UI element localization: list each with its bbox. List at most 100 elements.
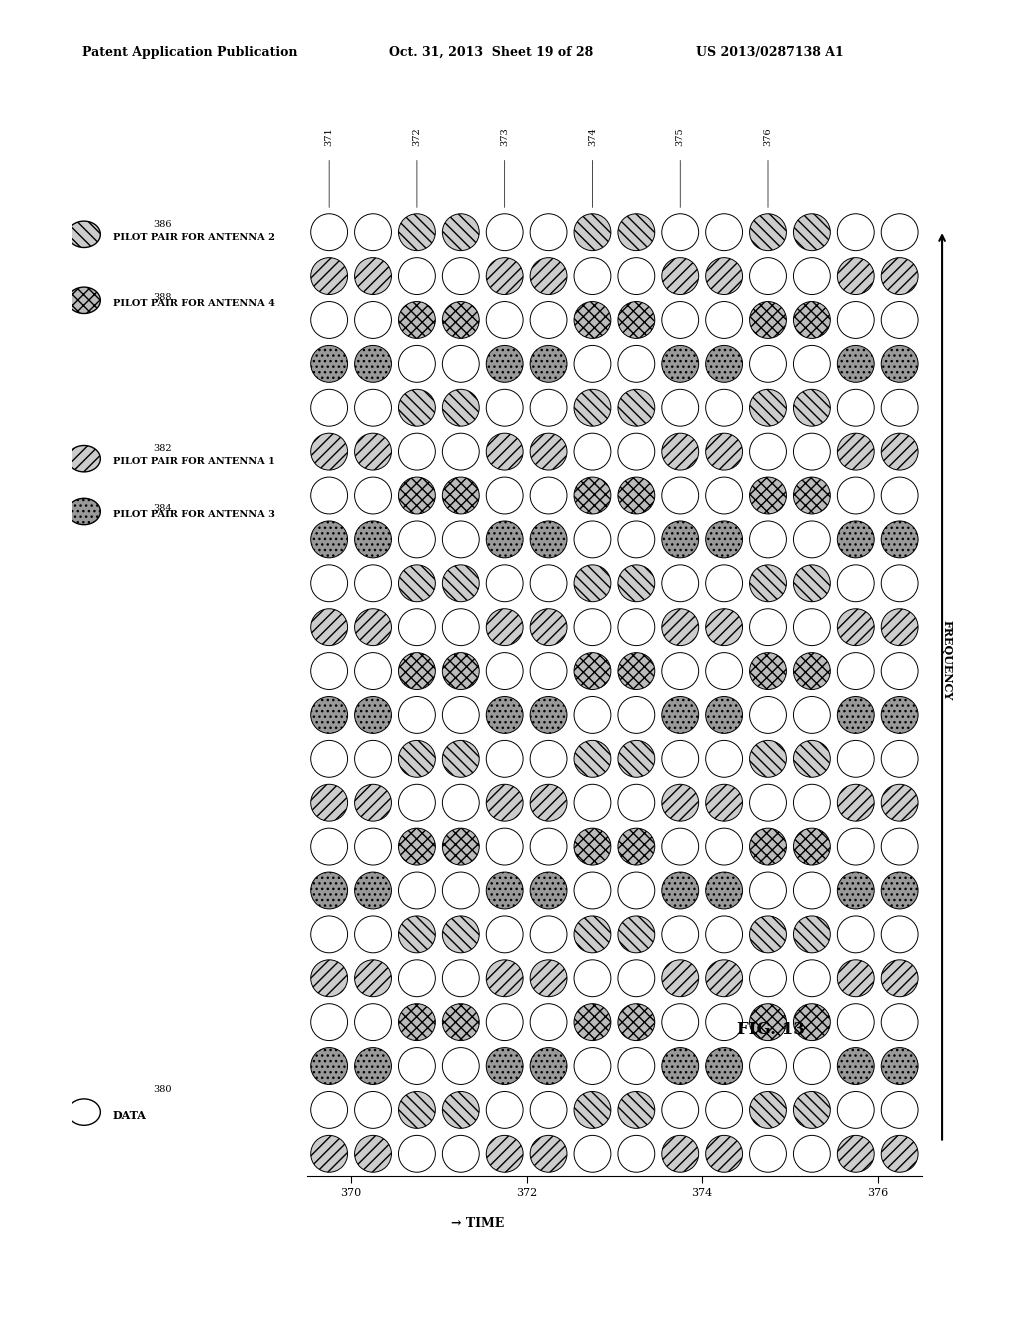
Circle shape xyxy=(617,741,654,777)
Circle shape xyxy=(794,1135,830,1172)
Text: Oct. 31, 2013  Sheet 19 of 28: Oct. 31, 2013 Sheet 19 of 28 xyxy=(389,46,593,59)
Text: 380: 380 xyxy=(154,1085,172,1093)
Circle shape xyxy=(442,214,479,251)
Circle shape xyxy=(706,301,742,338)
Circle shape xyxy=(662,257,698,294)
Circle shape xyxy=(574,433,611,470)
Circle shape xyxy=(706,521,742,558)
Circle shape xyxy=(838,828,874,865)
Circle shape xyxy=(706,477,742,513)
Circle shape xyxy=(838,916,874,953)
Circle shape xyxy=(310,652,347,689)
Circle shape xyxy=(706,1135,742,1172)
Circle shape xyxy=(310,477,347,513)
Circle shape xyxy=(706,214,742,251)
Circle shape xyxy=(617,1135,654,1172)
Circle shape xyxy=(354,652,391,689)
Text: 374: 374 xyxy=(588,128,597,147)
Circle shape xyxy=(882,1092,919,1129)
Circle shape xyxy=(486,521,523,558)
Circle shape xyxy=(442,1135,479,1172)
Circle shape xyxy=(574,565,611,602)
Circle shape xyxy=(486,873,523,909)
Circle shape xyxy=(530,741,567,777)
Circle shape xyxy=(574,960,611,997)
Circle shape xyxy=(574,873,611,909)
Circle shape xyxy=(706,1092,742,1129)
Circle shape xyxy=(442,565,479,602)
Circle shape xyxy=(398,609,435,645)
Circle shape xyxy=(442,784,479,821)
Circle shape xyxy=(310,214,347,251)
Circle shape xyxy=(882,652,919,689)
Circle shape xyxy=(794,1003,830,1040)
Circle shape xyxy=(68,220,100,248)
Text: PILOT PAIR FOR ANTENNA 4: PILOT PAIR FOR ANTENNA 4 xyxy=(113,300,274,308)
Circle shape xyxy=(486,828,523,865)
Text: 382: 382 xyxy=(154,445,172,453)
Text: 376: 376 xyxy=(764,128,772,147)
Circle shape xyxy=(750,1048,786,1085)
Circle shape xyxy=(882,960,919,997)
Circle shape xyxy=(882,389,919,426)
Circle shape xyxy=(354,565,391,602)
Circle shape xyxy=(794,565,830,602)
Circle shape xyxy=(617,565,654,602)
Circle shape xyxy=(530,1092,567,1129)
Circle shape xyxy=(398,214,435,251)
Circle shape xyxy=(354,346,391,383)
Circle shape xyxy=(706,697,742,734)
Circle shape xyxy=(662,741,698,777)
Circle shape xyxy=(838,784,874,821)
Circle shape xyxy=(617,1092,654,1129)
Circle shape xyxy=(750,1135,786,1172)
Circle shape xyxy=(530,828,567,865)
Circle shape xyxy=(750,652,786,689)
Circle shape xyxy=(662,1003,698,1040)
Circle shape xyxy=(574,477,611,513)
Circle shape xyxy=(882,214,919,251)
Circle shape xyxy=(486,609,523,645)
Circle shape xyxy=(530,521,567,558)
Circle shape xyxy=(398,1003,435,1040)
Circle shape xyxy=(486,301,523,338)
Circle shape xyxy=(662,521,698,558)
Circle shape xyxy=(398,1048,435,1085)
Circle shape xyxy=(310,301,347,338)
Circle shape xyxy=(442,477,479,513)
Circle shape xyxy=(442,301,479,338)
Circle shape xyxy=(617,697,654,734)
Circle shape xyxy=(486,741,523,777)
Circle shape xyxy=(574,697,611,734)
Circle shape xyxy=(750,609,786,645)
Circle shape xyxy=(398,784,435,821)
Circle shape xyxy=(68,445,100,473)
Circle shape xyxy=(750,916,786,953)
Circle shape xyxy=(310,960,347,997)
Circle shape xyxy=(662,214,698,251)
Circle shape xyxy=(838,741,874,777)
Circle shape xyxy=(662,916,698,953)
Circle shape xyxy=(838,301,874,338)
Circle shape xyxy=(750,477,786,513)
Circle shape xyxy=(354,214,391,251)
Circle shape xyxy=(794,697,830,734)
Circle shape xyxy=(530,214,567,251)
Circle shape xyxy=(662,346,698,383)
Circle shape xyxy=(882,521,919,558)
Circle shape xyxy=(617,960,654,997)
Circle shape xyxy=(706,389,742,426)
Circle shape xyxy=(574,257,611,294)
Circle shape xyxy=(486,697,523,734)
Circle shape xyxy=(706,1003,742,1040)
Circle shape xyxy=(442,741,479,777)
Circle shape xyxy=(706,609,742,645)
Circle shape xyxy=(310,1003,347,1040)
Circle shape xyxy=(838,609,874,645)
Circle shape xyxy=(574,1048,611,1085)
Circle shape xyxy=(882,346,919,383)
Circle shape xyxy=(794,652,830,689)
Circle shape xyxy=(486,960,523,997)
Circle shape xyxy=(617,609,654,645)
Circle shape xyxy=(794,389,830,426)
